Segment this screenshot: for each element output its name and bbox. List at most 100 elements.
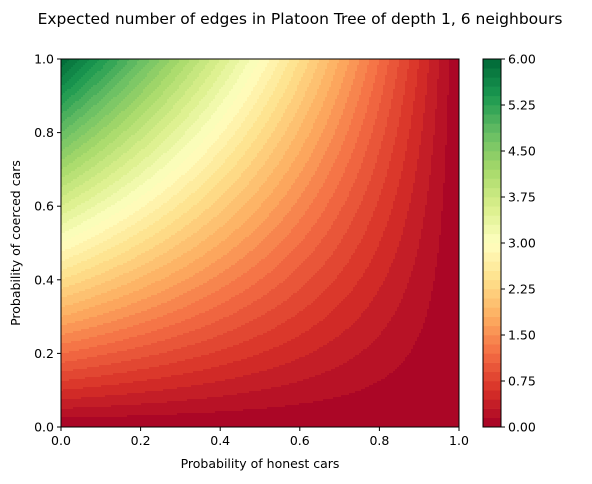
contour-cell xyxy=(145,93,148,96)
contour-cell xyxy=(109,91,112,94)
contour-cell xyxy=(133,91,136,94)
contour-cell xyxy=(139,103,142,106)
contour-cell xyxy=(147,105,150,108)
contour-cell xyxy=(361,71,364,74)
contour-cell xyxy=(145,59,148,62)
contour-cell xyxy=(69,63,72,66)
contour-cell xyxy=(245,65,248,68)
contour-cell xyxy=(203,71,206,74)
contour-cell xyxy=(205,85,208,88)
contour-cell xyxy=(439,73,442,76)
contour-cell xyxy=(201,101,204,104)
contour-cell xyxy=(253,103,256,106)
contour-cell xyxy=(85,65,88,68)
contour-cell xyxy=(109,59,112,62)
contour-cell xyxy=(221,65,224,68)
contour-cell xyxy=(303,81,306,84)
contour-cell xyxy=(89,85,92,88)
contour-cell xyxy=(199,61,202,64)
contour-cell xyxy=(221,59,224,62)
contour-cell xyxy=(299,73,302,76)
contour-cell xyxy=(379,67,382,70)
contour-cell xyxy=(277,85,280,88)
contour-cell xyxy=(137,89,140,92)
contour-cell xyxy=(249,93,252,96)
contour-cell xyxy=(181,67,184,70)
contour-cell xyxy=(121,77,124,80)
contour-cell xyxy=(383,93,386,96)
contour-cell xyxy=(155,101,158,104)
contour-cell xyxy=(449,89,452,92)
contour-cell xyxy=(449,91,452,94)
contour-cell xyxy=(221,71,224,74)
contour-cell xyxy=(333,65,336,68)
contour-cell xyxy=(335,79,338,82)
contour-cell xyxy=(351,67,354,70)
contour-cell xyxy=(103,87,106,90)
contour-cell xyxy=(81,101,84,104)
contour-cell xyxy=(457,89,460,92)
contour-cell xyxy=(89,107,92,110)
contour-cell xyxy=(91,93,94,96)
contour-cell xyxy=(339,71,342,74)
contour-cell xyxy=(177,101,180,104)
contour-cell xyxy=(179,107,182,110)
contour-cell xyxy=(389,69,392,72)
contour-cell xyxy=(269,83,272,86)
contour-cell xyxy=(323,105,326,108)
contour-cell xyxy=(285,81,288,84)
contour-cell xyxy=(129,67,132,70)
contour-cell xyxy=(267,73,270,76)
contour-cell xyxy=(425,105,428,108)
contour-cell xyxy=(299,63,302,66)
contour-cell xyxy=(105,95,108,98)
contour-cell xyxy=(351,59,354,62)
contour-cell xyxy=(449,107,452,110)
contour-cell xyxy=(117,67,120,70)
contour-cell xyxy=(153,91,156,94)
contour-cell xyxy=(291,103,294,106)
contour-cell xyxy=(373,85,376,88)
contour-cell xyxy=(213,91,216,94)
contour-cell xyxy=(391,61,394,64)
contour-cell xyxy=(335,59,338,62)
contour-cell xyxy=(431,99,434,102)
contour-cell xyxy=(445,101,448,104)
contour-cell xyxy=(357,85,360,88)
contour-cell xyxy=(279,89,282,92)
contour-cell xyxy=(423,69,426,72)
contour-cell xyxy=(293,97,296,100)
contour-cell xyxy=(247,71,250,74)
contour-cell xyxy=(125,103,128,106)
contour-cell xyxy=(263,89,266,92)
contour-cell xyxy=(151,95,154,98)
contour-cell xyxy=(153,87,156,90)
contour-cell xyxy=(369,75,372,78)
contour-cell xyxy=(85,83,88,86)
contour-cell xyxy=(97,61,100,64)
contour-cell xyxy=(341,97,344,100)
contour-cell xyxy=(173,91,176,94)
contour-cell xyxy=(235,69,238,72)
contour-cell xyxy=(397,83,400,86)
contour-cell xyxy=(85,59,88,62)
contour-cell xyxy=(441,91,444,94)
contour-cell xyxy=(245,87,248,90)
contour-cell xyxy=(99,95,102,98)
contour-cell xyxy=(197,81,200,84)
contour-cell xyxy=(283,85,286,88)
contour-cell xyxy=(411,81,414,84)
contour-cell xyxy=(267,59,270,62)
contour-cell xyxy=(319,75,322,78)
contour-cell xyxy=(145,103,148,106)
contour-cell xyxy=(119,97,122,100)
contour-cell xyxy=(127,107,130,110)
contour-cell xyxy=(407,87,410,90)
contour-cell xyxy=(121,101,124,104)
contour-cell xyxy=(403,81,406,84)
contour-cell xyxy=(85,95,88,98)
contour-cell xyxy=(151,103,154,106)
contour-cell xyxy=(401,105,404,108)
contour-cell xyxy=(451,91,454,94)
contour-cell xyxy=(339,91,342,94)
